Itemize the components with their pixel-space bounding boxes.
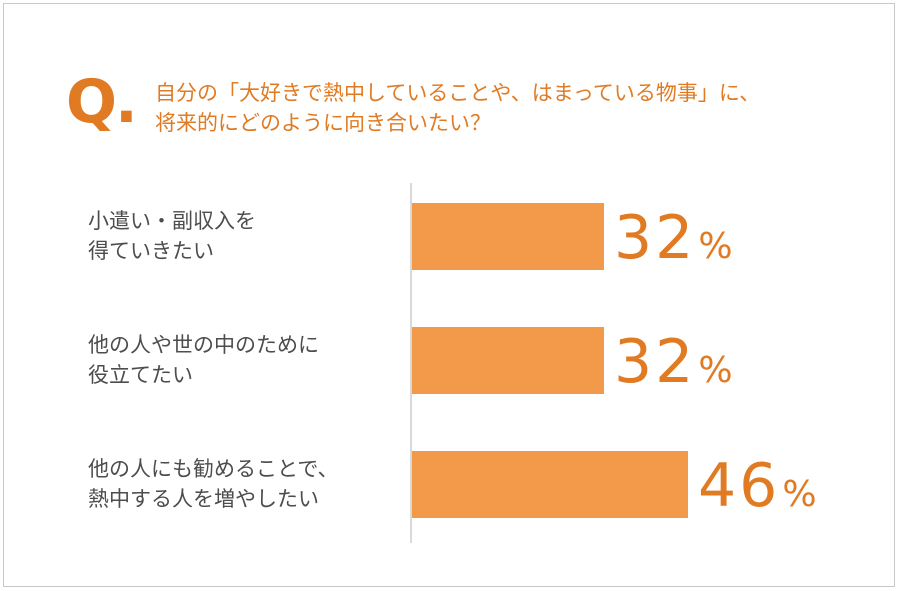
data-label: 32% [614,208,733,268]
category-label: 他の人や世の中のために 役立てたい [88,330,319,390]
data-label: 46% [698,456,817,516]
bar [412,327,604,394]
category-label-line-2: 熱中する人を増やしたい [88,487,319,511]
data-label-unit: % [698,350,733,391]
category-axis-line [410,183,412,543]
question-line-1: 自分の「大好きで熱中していることや、はまっている物事」に、 [155,81,761,105]
data-label-value: 32 [614,327,697,397]
category-label-line-2: 役立てたい [88,363,193,387]
category-label: 他の人にも勧めることで、 熱中する人を増やしたい [88,454,339,514]
question-mark: Q. [66,67,138,137]
question-text: 自分の「大好きで熱中していることや、はまっている物事」に、 将来的にどのように向… [155,78,855,138]
category-label-line-1: 小遣い・副収入を [88,209,256,233]
category-label-line-2: 得ていきたい [88,239,214,263]
data-label: 32% [614,332,733,392]
data-label-unit: % [782,474,817,515]
category-label-line-1: 他の人や世の中のために [88,333,319,357]
question-line-2: 将来的にどのように向き合いたい？ [155,111,491,135]
data-label-unit: % [698,226,733,267]
data-label-value: 32 [614,203,697,273]
bar [412,451,688,518]
category-label-line-1: 他の人にも勧めることで、 [88,457,339,481]
bar [412,203,604,270]
category-label: 小遣い・副収入を 得ていきたい [88,206,256,266]
data-label-value: 46 [698,451,781,521]
